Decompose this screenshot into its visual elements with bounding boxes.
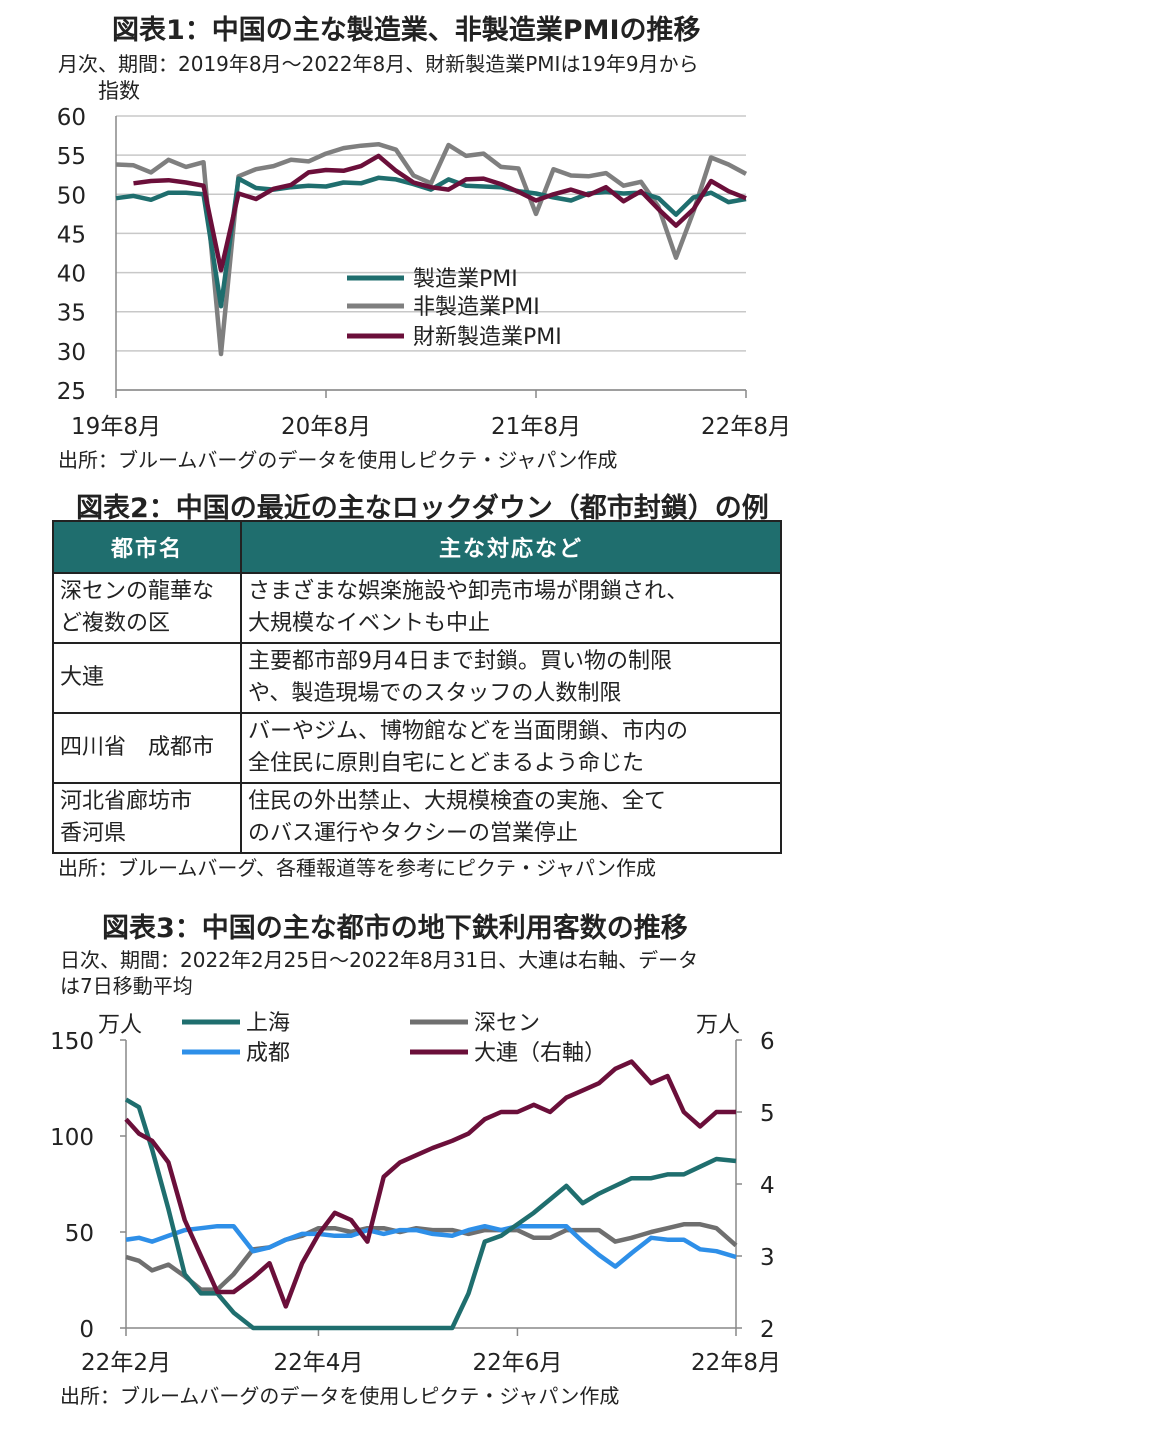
fig3-right-unit: 万人 — [696, 1013, 740, 1038]
fig3-left-unit: 万人 — [98, 1013, 142, 1038]
fig1-y-tick-labels: 60 55 50 45 40 35 30 25 — [57, 105, 86, 405]
fig1-source: 出所：ブルームバーグのデータを使用しピクテ・ジャパン作成 — [58, 448, 618, 472]
legend-label-non-manufacturing: 非製造業PMI — [413, 295, 540, 320]
fig2-source: 出所：ブルームバーグ、各種報道等を参考にピクテ・ジャパン作成 — [58, 856, 656, 880]
series-line-caixin — [133, 153, 747, 273]
table-cell-measures: バーやジム、博物館などを当面閉鎖、市内の 全住民に原則自宅にとどまるよう命じた — [240, 712, 782, 784]
fig3-title: 図表3：中国の主な都市の地下鉄利用客数の推移 — [102, 913, 688, 944]
x-tick-label: 22年8月 — [701, 414, 791, 440]
series-line-chengdu — [125, 1223, 737, 1269]
fig1-title: 図表1：中国の主な製造業、非製造業PMIの推移 — [112, 15, 701, 46]
y-tick-label: 60 — [57, 105, 86, 131]
x-tick-label: 19年8月 — [71, 414, 161, 440]
x-tick-label: 22年8月 — [691, 1350, 781, 1376]
right-tick-label: 4 — [760, 1173, 775, 1199]
series-line-non-manufacturing — [115, 141, 748, 357]
fig1-gridlines — [115, 115, 746, 391]
x-tick-label: 22年2月 — [81, 1350, 171, 1376]
fig3-axes — [125, 1040, 737, 1329]
y-tick-label: 45 — [57, 222, 86, 248]
fig3-right-tick-labels: 6 5 4 3 2 — [736, 1029, 775, 1343]
series-line-shenzhen — [125, 1222, 738, 1292]
table-cell-city: 深センの龍華な ど複数の区 — [52, 572, 242, 644]
right-tick-label: 5 — [760, 1101, 775, 1127]
fig3-subtitle-line2: は7日移動平均 — [60, 974, 193, 998]
right-tick-label: 2 — [760, 1317, 775, 1343]
table-cell-measures: 住民の外出禁止、大規模検査の実施、全て のバス運行やタクシーの営業停止 — [240, 782, 782, 854]
legend-label-manufacturing: 製造業PMI — [413, 267, 518, 292]
y-tick-label: 30 — [57, 340, 86, 366]
left-tick-label: 0 — [79, 1317, 94, 1343]
table-cell-city: 四川省 成都市 — [52, 712, 242, 784]
legend-label-dalian: 大連（右軸） — [474, 1041, 606, 1066]
fig3-left-tick-labels: 150 100 50 0 — [50, 1029, 126, 1343]
left-tick-label: 50 — [65, 1221, 94, 1247]
table-cell-measures: さまざまな娯楽施設や卸売市場が閉鎖され、 大規模なイベントも中止 — [240, 572, 782, 644]
x-tick-label: 20年8月 — [281, 414, 371, 440]
fig3-legend: 上海 成都 深セン 大連（右軸） — [182, 1011, 606, 1066]
table-header-city: 都市名 — [52, 520, 242, 574]
fig1-x-tick-labels: 19年8月 20年8月 21年8月 22年8月 — [71, 390, 791, 440]
table-cell-city: 河北省廊坊市 香河県 — [52, 782, 242, 854]
y-tick-label: 50 — [57, 183, 86, 209]
lockdown-table: 都市名 主な対応など 深センの龍華な ど複数の区 さまざまな娯楽施設や卸売市場が… — [52, 520, 782, 854]
table-row: 四川省 成都市 バーやジム、博物館などを当面閉鎖、市内の 全住民に原則自宅にとど… — [52, 712, 782, 784]
table-row: 河北省廊坊市 香河県 住民の外出禁止、大規模検査の実施、全て のバス運行やタクシ… — [52, 782, 782, 854]
legend-label-shanghai: 上海 — [246, 1011, 290, 1036]
table-row: 大連 主要都市部9月4日まで封鎖。買い物の制限 や、製造現場でのスタッフの人数制… — [52, 642, 782, 714]
fig3-source: 出所：ブルームバーグのデータを使用しピクテ・ジャパン作成 — [60, 1384, 620, 1408]
fig3-series-lines — [124, 1059, 738, 1331]
fig2-title: 図表2：中国の最近の主なロックダウン（都市封鎖）の例 — [76, 493, 769, 524]
right-tick-label: 3 — [760, 1245, 775, 1271]
legend-label-shenzhen: 深セン — [474, 1011, 540, 1036]
fig1-y-unit: 指数 — [98, 79, 140, 103]
fig1-legend: 製造業PMI 非製造業PMI 財新製造業PMI — [347, 267, 562, 350]
left-tick-label: 150 — [50, 1029, 94, 1055]
fig3-subtitle-line1: 日次、期間：2022年2月25日～2022年8月31日、大連は右軸、データ — [60, 948, 699, 972]
table-cell-city: 大連 — [52, 642, 242, 714]
x-tick-label: 22年4月 — [274, 1350, 364, 1376]
x-tick-label: 21年8月 — [491, 414, 581, 440]
right-tick-label: 6 — [760, 1029, 775, 1055]
table-header-row: 都市名 主な対応など — [52, 520, 782, 574]
y-tick-label: 40 — [57, 262, 86, 288]
series-line-shanghai — [124, 1097, 737, 1331]
table-cell-measures: 主要都市部9月4日まで封鎖。買い物の制限 や、製造現場でのスタッフの人数制限 — [240, 642, 782, 714]
fig1-series-lines — [115, 141, 748, 357]
fig1-chart: 指数 60 55 50 45 40 35 30 25 19年8月 20年8月 21年8月 22年8月… — [57, 79, 791, 440]
left-tick-label: 100 — [50, 1125, 94, 1151]
series-line-dalian — [124, 1059, 736, 1309]
table-row: 深センの龍華な ど複数の区 さまざまな娯楽施設や卸売市場が閉鎖され、 大規模なイ… — [52, 572, 782, 644]
y-tick-label: 25 — [57, 379, 86, 405]
table-header-measures: 主な対応など — [240, 520, 782, 574]
y-tick-label: 35 — [57, 301, 86, 327]
legend-label-caixin: 財新製造業PMI — [413, 325, 562, 350]
legend-label-chengdu: 成都 — [246, 1041, 290, 1066]
fig3-x-tick-labels: 22年2月 22年4月 22年6月 22年8月 — [81, 1328, 781, 1376]
y-tick-label: 55 — [57, 144, 86, 170]
fig1-subtitle: 月次、期間：2019年8月～2022年8月、財新製造業PMIは19年9月から — [58, 52, 699, 76]
x-tick-label: 22年6月 — [472, 1350, 562, 1376]
